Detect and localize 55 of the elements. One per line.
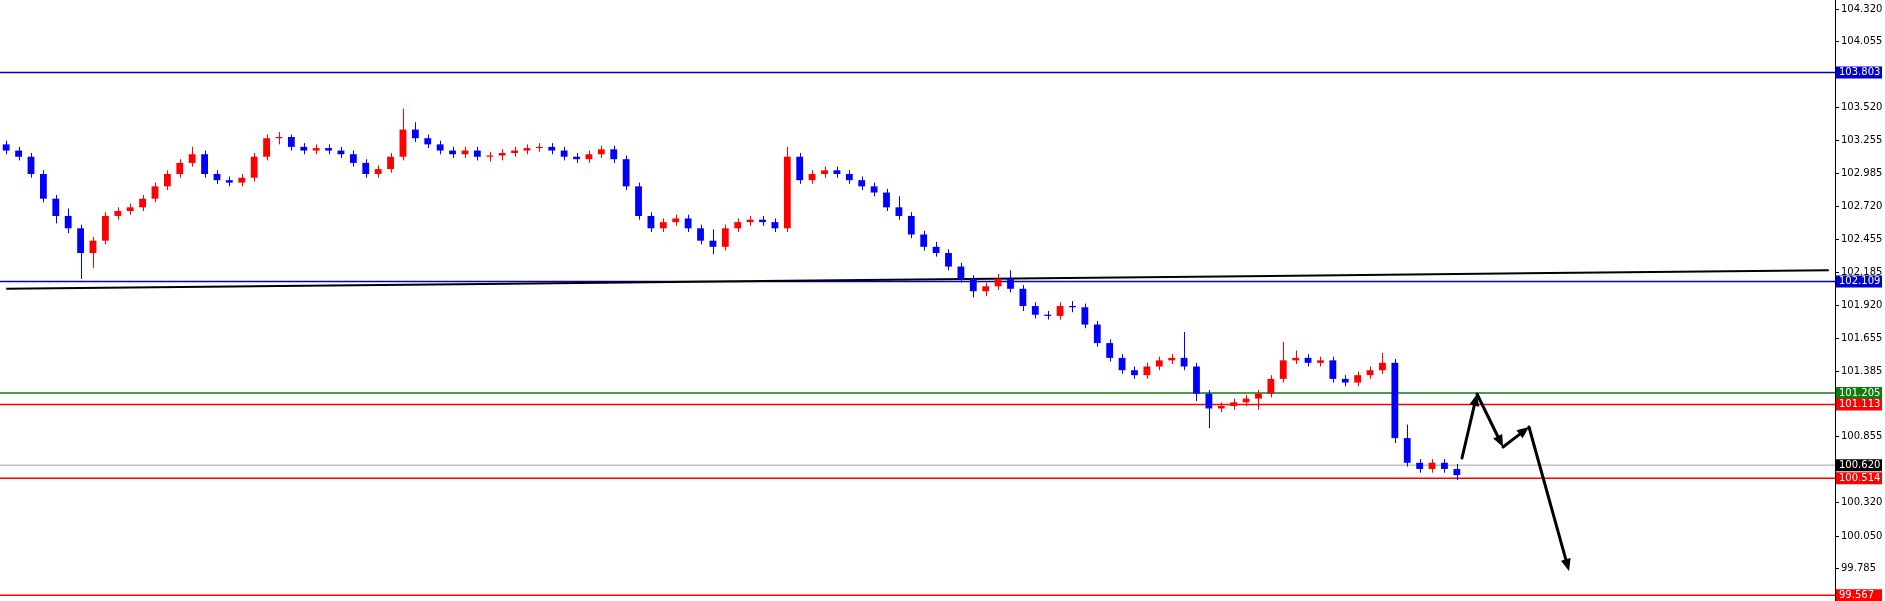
ref-line-label: 101.113: [1839, 398, 1881, 409]
candlestick: [188, 146, 196, 168]
y-tick-label: 102.985: [1841, 167, 1883, 179]
candlestick: [1329, 356, 1337, 384]
y-tick-label: 104.055: [1841, 35, 1883, 47]
ref-line-label: 100.514: [1839, 471, 1881, 483]
candlestick: [684, 214, 692, 233]
candlestick: [1081, 303, 1089, 329]
candlestick: [920, 230, 928, 252]
candlestick: [945, 248, 952, 271]
candlestick: [1007, 269, 1014, 293]
candlestick: [300, 142, 308, 155]
y-tick-label: 100.050: [1841, 530, 1883, 542]
y-tick-label: 104.320: [1841, 3, 1883, 15]
y-tick-label: 103.255: [1841, 134, 1883, 146]
y-tick-label: 100.855: [1841, 430, 1883, 442]
candlestick: [1354, 370, 1362, 387]
ref-line-label: 103.803: [1839, 66, 1881, 78]
candlestick: [870, 182, 878, 197]
candlestick: [349, 150, 357, 168]
y-tick-label: 101.655: [1841, 332, 1883, 344]
y-tick-label: 101.920: [1841, 299, 1883, 311]
candlestick: [1341, 374, 1349, 387]
y-tick-label: 99.785: [1841, 562, 1876, 574]
candlestick: [1279, 341, 1287, 384]
candlestick: [263, 134, 270, 161]
candlestick: [312, 143, 320, 155]
candlestick: [672, 214, 680, 227]
candlestick: [821, 166, 828, 179]
candlestick: [895, 195, 903, 221]
ref-line-label: 102.109: [1839, 275, 1881, 287]
candlestick: [436, 140, 444, 155]
candlestick: [548, 142, 556, 155]
candlestick: [486, 151, 494, 163]
candlestick: [1031, 301, 1039, 319]
candlestick: [1317, 356, 1324, 368]
y-tick-label: 101.385: [1841, 365, 1883, 377]
candlestick: [126, 203, 134, 216]
candlestick: [833, 166, 841, 179]
candlestick: [1155, 356, 1163, 371]
y-tick-label: 103.520: [1841, 101, 1883, 113]
candlestick: [325, 143, 332, 155]
y-tick-label: 102.455: [1841, 233, 1883, 245]
candlestick: [2, 140, 10, 155]
ref-line-label: 100.620: [1839, 458, 1881, 470]
candlestick: [610, 145, 618, 164]
y-tick-label: 102.185: [1841, 266, 1883, 278]
ref-line-label: 99.567: [1839, 588, 1874, 600]
y-tick-label: 100.320: [1841, 496, 1883, 508]
candlestick: [721, 224, 729, 252]
y-tick-label: 102.720: [1841, 200, 1883, 212]
candlestick: [225, 175, 233, 187]
candlestick: [697, 224, 704, 245]
candlestick: [287, 134, 295, 152]
ref-line-label: 101.205: [1839, 386, 1881, 398]
